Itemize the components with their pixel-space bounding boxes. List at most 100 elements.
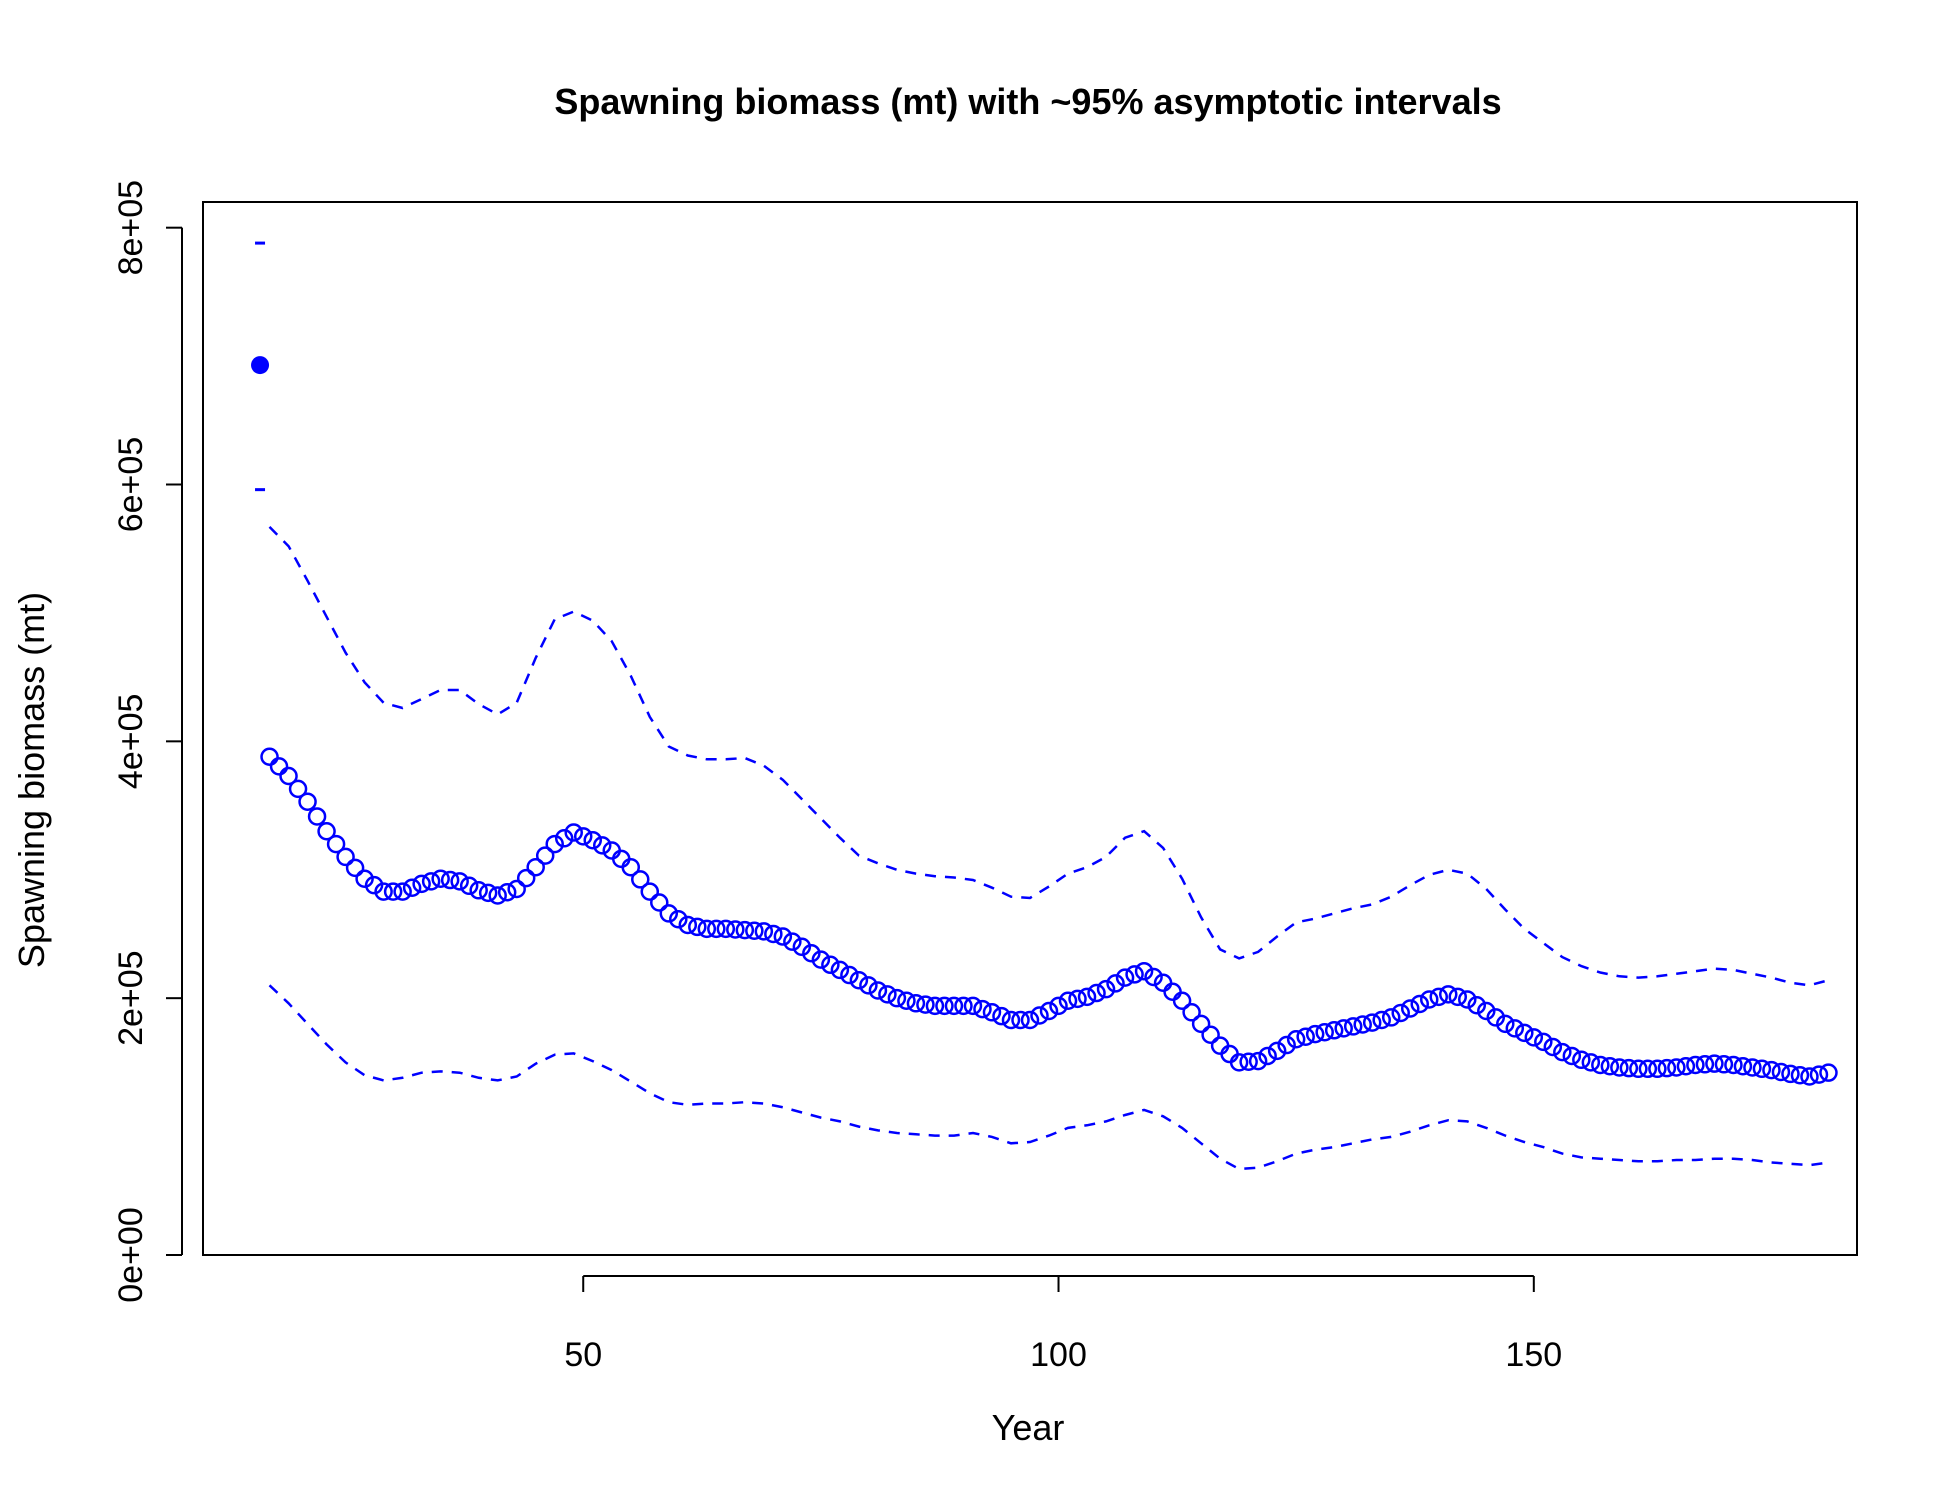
biomass-point (1362, 1013, 1382, 1032)
biomass-point (1714, 1055, 1734, 1074)
biomass-point (269, 757, 289, 776)
biomass-point (1020, 1010, 1040, 1030)
chart-title: Spawning biomass (mt) with ~95% asymptot… (554, 81, 1501, 122)
biomass-point (1534, 1032, 1553, 1052)
biomass-point (1429, 987, 1448, 1007)
biomass-point (916, 995, 935, 1014)
y-axis-label: Spawning biomass (mt) (11, 592, 52, 968)
biomass-point (1296, 1027, 1315, 1046)
biomass-point (1724, 1055, 1743, 1075)
biomass-point (1695, 1055, 1715, 1074)
biomass-point (878, 985, 897, 1004)
biomass-point (345, 858, 365, 878)
biomass-point (1182, 1003, 1201, 1022)
biomass-point (1600, 1056, 1620, 1076)
biomass-point (355, 869, 374, 888)
biomass-point (1657, 1058, 1677, 1078)
biomass-point (1058, 991, 1078, 1010)
biomass-point (1800, 1067, 1819, 1086)
x-axis-label: Year (992, 1407, 1065, 1448)
biomass-point (1809, 1065, 1829, 1084)
biomass-point (1458, 990, 1477, 1009)
biomass-point (1790, 1065, 1810, 1085)
biomass-point (507, 879, 526, 899)
biomass-point (868, 981, 888, 1000)
biomass-point (659, 904, 679, 923)
biomass-point (1581, 1053, 1601, 1072)
biomass-point (1315, 1022, 1334, 1042)
biomass-point (906, 994, 926, 1013)
biomass-point (821, 955, 840, 975)
biomass-point (478, 883, 498, 903)
biomass-point (1524, 1028, 1544, 1047)
biomass-point (631, 870, 650, 889)
biomass-point (1087, 983, 1106, 1003)
biomass-point (1733, 1056, 1753, 1076)
biomass-point (1039, 1001, 1059, 1021)
biomass-point (792, 937, 812, 957)
biomass-point (1667, 1058, 1686, 1077)
biomass-point (1410, 994, 1429, 1014)
biomass-point (1115, 968, 1135, 987)
biomass-point (811, 950, 831, 969)
biomass-point (1686, 1055, 1705, 1075)
biomass-point (1011, 1010, 1030, 1030)
biomass-point (1676, 1056, 1696, 1076)
biomass-point (573, 827, 593, 846)
biomass-point (897, 991, 916, 1010)
biomass-point (669, 909, 688, 929)
biomass-point (402, 878, 422, 897)
biomass-point (745, 921, 764, 941)
biomass-point (1477, 1001, 1496, 1021)
biomass-point (469, 881, 488, 900)
biomass-point (535, 846, 555, 865)
biomass-point (298, 792, 317, 811)
y-tick-label: 0e+00 (112, 1207, 150, 1303)
y-tick-label: 2e+05 (112, 950, 150, 1045)
biomass-point (592, 836, 612, 855)
biomass-point (564, 823, 583, 842)
biomass-point (1334, 1019, 1353, 1038)
biomass-point (764, 924, 783, 944)
biomass-point (279, 766, 298, 786)
biomass-point (925, 996, 945, 1016)
biomass-point (1030, 1006, 1049, 1025)
biomass-point (1391, 1003, 1410, 1023)
biomass-point (450, 872, 469, 891)
biomass-point (954, 996, 973, 1016)
biomass-point (1743, 1058, 1762, 1077)
biomass-point (1448, 987, 1468, 1007)
biomass-point (1819, 1063, 1838, 1082)
biomass-point (459, 876, 479, 896)
biomass-point (1781, 1064, 1800, 1084)
biomass-point (383, 882, 403, 901)
confidence-interval-lines (268, 526, 1829, 1171)
biomass-point (1572, 1050, 1591, 1070)
y-axis: 0e+00 2e+05 4e+05 6e+05 8e+05 (112, 180, 183, 1303)
biomass-point (944, 996, 964, 1016)
virgin-biomass-point (251, 356, 270, 375)
biomass-point (1486, 1008, 1506, 1027)
biomass-point (640, 882, 660, 901)
biomass-point (754, 922, 774, 941)
biomass-point (421, 872, 441, 891)
biomass-point (963, 996, 983, 1016)
biomass-point (716, 919, 736, 939)
biomass-point (1248, 1051, 1268, 1071)
biomass-point (1752, 1059, 1772, 1079)
biomass-point (554, 829, 574, 848)
biomass-point (1400, 999, 1420, 1018)
biomass-point (1258, 1046, 1277, 1066)
biomass-point (688, 917, 707, 937)
y-tick-label: 6e+05 (112, 437, 150, 533)
biomass-point (1077, 987, 1097, 1007)
biomass-point (1106, 974, 1125, 993)
biomass-point (783, 932, 802, 951)
biomass-point (516, 868, 536, 888)
biomass-point (830, 960, 850, 980)
biomass-point (1419, 990, 1439, 1009)
biomass-point (1144, 967, 1163, 987)
biomass-point (1591, 1055, 1610, 1075)
biomass-point (1648, 1059, 1667, 1079)
